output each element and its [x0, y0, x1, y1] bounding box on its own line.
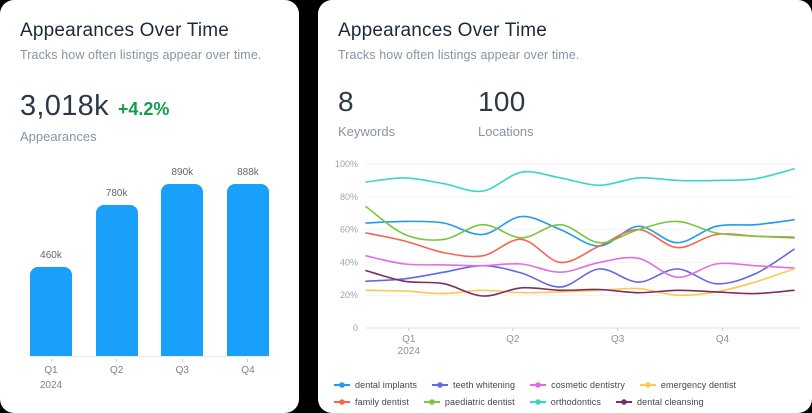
- legend-line-dot-icon: [529, 399, 546, 405]
- legend-label: orthodontics: [550, 397, 601, 407]
- legend-line-dot-icon: [530, 382, 547, 388]
- legend-line-dot-icon: [616, 399, 632, 405]
- series-line-dental-implants: [365, 215, 795, 247]
- legend-line-dot-icon: [639, 382, 656, 388]
- card-subtitle: Tracks how often listings appear over ti…: [338, 48, 580, 62]
- legend-item-orthodontics[interactable]: orthodontics: [529, 397, 601, 407]
- x-axis-tick-label: Q3: [611, 334, 625, 345]
- legend-label: dental cleansing: [637, 397, 704, 407]
- legend-label: teeth whitening: [453, 380, 516, 390]
- legend-label: dental implants: [355, 380, 418, 390]
- appearances-bar-card: Appearances Over Time Tracks how often l…: [0, 0, 299, 413]
- y-axis-tick-label: 0: [353, 323, 358, 333]
- bar-column-q4: 888k: [226, 167, 269, 356]
- appearances-total-value: 3,018k: [20, 90, 109, 122]
- bar-column-q3: 890k: [161, 167, 204, 356]
- series-line-dental-cleansing: [365, 269, 795, 297]
- legend-line-dot-icon: [423, 399, 440, 405]
- legend-item-dental-implants[interactable]: dental implants: [334, 380, 417, 390]
- card-title: Appearances Over Time: [338, 20, 548, 41]
- bar-value-label: 460k: [40, 250, 62, 262]
- locations-label: Locations: [478, 124, 534, 139]
- appearances-delta-badge: +4.2%: [117, 99, 170, 119]
- bar-value-label: 888k: [237, 167, 259, 179]
- locations-count: 100: [478, 86, 526, 117]
- stats-row: 8 Keywords 100 Locations: [338, 86, 792, 139]
- bar-q4[interactable]: [226, 184, 269, 356]
- legend-line-dot-icon: [334, 399, 350, 405]
- appearances-bar-chart: 460k 780k 890k 888k Q1 2024 Q2 Q3 Q4: [18, 155, 281, 391]
- card-subtitle: Tracks how often listings appear over ti…: [20, 48, 262, 62]
- x-axis-year-label: 2024: [398, 346, 421, 357]
- legend-item-family-dentist[interactable]: family dentist: [334, 397, 409, 407]
- x-axis-label: Q2: [96, 359, 138, 391]
- legend-line-dot-icon: [432, 382, 449, 388]
- series-line-orthodontics: [365, 168, 795, 193]
- legend-item-paediatric-dentist[interactable]: paediatric dentist: [423, 397, 515, 407]
- bar-column-q1: 460k: [30, 250, 72, 356]
- y-axis-tick-label: 100%: [335, 159, 358, 169]
- x-axis-tick-label: Q2: [506, 334, 520, 345]
- y-axis-tick-label: 80%: [340, 192, 358, 202]
- bar-column-q2: 780k: [95, 188, 138, 356]
- legend-label: family dentist: [355, 397, 409, 407]
- locations-stat: 100 Locations: [478, 86, 618, 139]
- legend-item-cosmetic-dentistry[interactable]: cosmetic dentistry: [530, 380, 625, 390]
- bar-value-label: 890k: [171, 167, 194, 178]
- bar-q2[interactable]: [95, 205, 138, 356]
- keywords-stat: 8 Keywords: [338, 86, 478, 139]
- series-line-cosmetic-dentistry: [365, 255, 795, 279]
- series-line-paediatric-dentist: [365, 205, 795, 244]
- legend-item-teeth-whitening[interactable]: teeth whitening: [432, 380, 515, 390]
- bar-x-axis: Q1 2024 Q2 Q3 Q4: [30, 359, 269, 391]
- x-axis-tick-label: Q4: [716, 334, 730, 345]
- bar-q1[interactable]: [30, 267, 72, 356]
- legend-label: cosmetic dentistry: [551, 380, 625, 390]
- y-axis-tick-label: 60%: [340, 225, 358, 235]
- legend-label: paediatric dentist: [444, 397, 515, 407]
- y-axis-tick-label: 20%: [340, 290, 358, 300]
- x-axis-label: Q4: [227, 359, 269, 391]
- appearances-line-card: Appearances Over Time Tracks how often l…: [318, 0, 812, 413]
- x-axis-tick-label: Q1: [402, 334, 416, 345]
- legend-item-dental-cleansing[interactable]: dental cleansing: [616, 397, 704, 407]
- chart-legend: dental implants teeth whitening cosmetic d…: [334, 380, 804, 407]
- legend-item-emergency-dentist[interactable]: emergency dentist: [639, 380, 737, 390]
- y-axis-tick-label: 40%: [340, 257, 358, 267]
- card-title: Appearances Over Time: [20, 20, 230, 41]
- keywords-label: Keywords: [338, 124, 396, 139]
- keywords-count: 8: [338, 86, 354, 117]
- bar-value-label: 780k: [105, 188, 128, 200]
- legend-label: emergency dentist: [660, 380, 737, 390]
- series-line-teeth-whitening: [365, 248, 795, 288]
- legend-line-dot-icon: [334, 382, 350, 388]
- bar-q3[interactable]: [161, 184, 204, 356]
- bar-plot-area: 460k 780k 890k 888k: [30, 155, 269, 357]
- x-axis-label: Q1 2024: [30, 359, 72, 391]
- x-axis-label: Q3: [161, 359, 203, 391]
- appearances-stat-label: Appearances: [20, 129, 97, 144]
